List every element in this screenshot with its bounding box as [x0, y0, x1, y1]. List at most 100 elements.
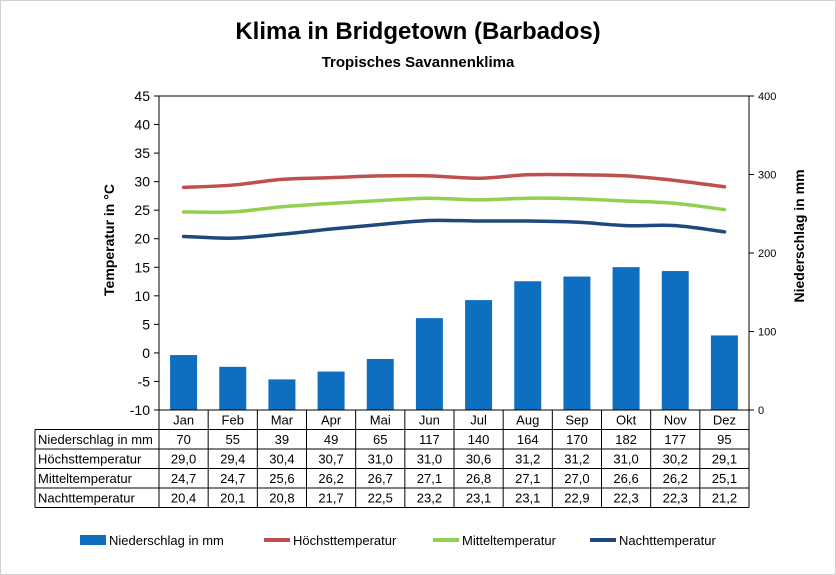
month-label: Apr — [321, 413, 342, 428]
table-cell: 23,1 — [515, 491, 540, 506]
table-cell: 49 — [324, 432, 338, 447]
table-cell: 182 — [615, 432, 637, 447]
left-tick-label: -10 — [130, 402, 150, 418]
table-cell: 30,6 — [466, 452, 491, 467]
table-row-label: Niederschlag in mm — [38, 432, 153, 447]
table-cell: 22,9 — [564, 491, 589, 506]
chart-subtitle: Tropisches Savannenklima — [321, 54, 515, 71]
chart-title: Klima in Bridgetown (Barbados) — [235, 18, 601, 45]
table-cell: 30,7 — [318, 452, 343, 467]
table-cell: 70 — [176, 432, 190, 447]
table-cell: 170 — [566, 432, 588, 447]
precip-bar — [465, 300, 493, 410]
right-tick-label: 100 — [758, 327, 776, 339]
left-tick-label: 25 — [134, 202, 150, 218]
table-cell: 140 — [468, 432, 490, 447]
table-cell: 26,2 — [318, 471, 343, 486]
left-tick-label: 45 — [134, 88, 150, 104]
right-tick-label: 300 — [758, 170, 776, 182]
table-cell: 164 — [517, 432, 539, 447]
table-cell: 65 — [373, 432, 387, 447]
table-cell: 26,6 — [613, 471, 638, 486]
table-cell: 22,5 — [368, 491, 393, 506]
table-cell: 25,6 — [269, 471, 294, 486]
left-tick-label: 0 — [142, 345, 150, 361]
month-label: Okt — [616, 413, 637, 428]
left-tick-label: 35 — [134, 145, 150, 161]
table-cell: 29,1 — [712, 452, 737, 467]
left-tick-label: -5 — [138, 373, 151, 389]
right-tick-label: 200 — [758, 248, 776, 260]
table-cell: 22,3 — [613, 491, 638, 506]
table-cell: 24,7 — [171, 471, 196, 486]
month-label: Feb — [222, 413, 244, 428]
table-cell: 26,7 — [368, 471, 393, 486]
table-cell: 95 — [717, 432, 731, 447]
max-temp-line — [181, 172, 727, 190]
table-row-label: Nachttemperatur — [38, 491, 135, 506]
table-cell: 20,4 — [171, 491, 196, 506]
month-label: Aug — [516, 413, 539, 428]
precip-bar — [661, 271, 689, 410]
night-temp-line — [181, 218, 727, 240]
mean-temp-line — [181, 196, 727, 215]
month-label: Jun — [419, 413, 440, 428]
table-cell: 21,2 — [712, 491, 737, 506]
month-label: Jul — [470, 413, 487, 428]
table-cell: 24,7 — [220, 471, 245, 486]
month-label: Jan — [173, 413, 194, 428]
precip-bar — [563, 276, 591, 410]
table-cell: 27,1 — [515, 471, 540, 486]
month-label: Sep — [565, 413, 588, 428]
month-label: Nov — [664, 413, 688, 428]
table-cell: 23,1 — [466, 491, 491, 506]
month-label: Mar — [271, 413, 294, 428]
left-tick-label: 10 — [134, 288, 150, 304]
left-axis-title: Temperatur in °C — [101, 184, 117, 296]
table-cell: 26,2 — [663, 471, 688, 486]
right-tick-label: 400 — [758, 91, 776, 103]
table-cell: 31,2 — [564, 452, 589, 467]
precip-bar — [612, 267, 640, 410]
left-tick-label: 20 — [134, 231, 150, 247]
table-cell: 22,3 — [663, 491, 688, 506]
table-cell: 26,8 — [466, 471, 491, 486]
table-cell: 25,1 — [712, 471, 737, 486]
table-cell: 20,8 — [269, 491, 294, 506]
table-row-label: Mitteltemperatur — [38, 471, 133, 486]
month-label: Mai — [370, 413, 391, 428]
precip-bar — [366, 358, 394, 410]
left-tick-label: 40 — [134, 117, 150, 133]
table-cell: 23,2 — [417, 491, 442, 506]
table-row-label: Höchsttemperatur — [38, 452, 142, 467]
table-cell: 21,7 — [318, 491, 343, 506]
table-cell: 29,0 — [171, 452, 196, 467]
table-cell: 31,0 — [613, 452, 638, 467]
precip-bar — [415, 318, 443, 410]
precip-bar — [317, 371, 345, 410]
legend-swatch-bar — [80, 535, 106, 545]
precip-bar — [170, 355, 198, 410]
left-tick-label: 5 — [142, 316, 150, 332]
right-axis-title: Niederschlag in mm — [791, 169, 807, 302]
table-cell: 30,4 — [269, 452, 294, 467]
table-cell: 27,0 — [564, 471, 589, 486]
table-cell: 30,2 — [663, 452, 688, 467]
table-cell: 177 — [664, 432, 686, 447]
table-cell: 20,1 — [220, 491, 245, 506]
table-cell: 31,0 — [417, 452, 442, 467]
left-tick-label: 30 — [134, 174, 150, 190]
table-cell: 29,4 — [220, 452, 245, 467]
precip-bar — [268, 379, 296, 410]
legend-label: Nachttemperatur — [619, 533, 716, 548]
legend-label: Niederschlag in mm — [109, 533, 224, 548]
left-tick-label: 15 — [134, 259, 150, 275]
legend-label: Höchsttemperatur — [293, 533, 397, 548]
precip-bar — [514, 281, 542, 410]
table-cell: 27,1 — [417, 471, 442, 486]
table-cell: 117 — [419, 432, 440, 447]
table-cell: 31,0 — [368, 452, 393, 467]
right-tick-label: 0 — [758, 405, 764, 417]
precip-bar — [710, 335, 738, 410]
